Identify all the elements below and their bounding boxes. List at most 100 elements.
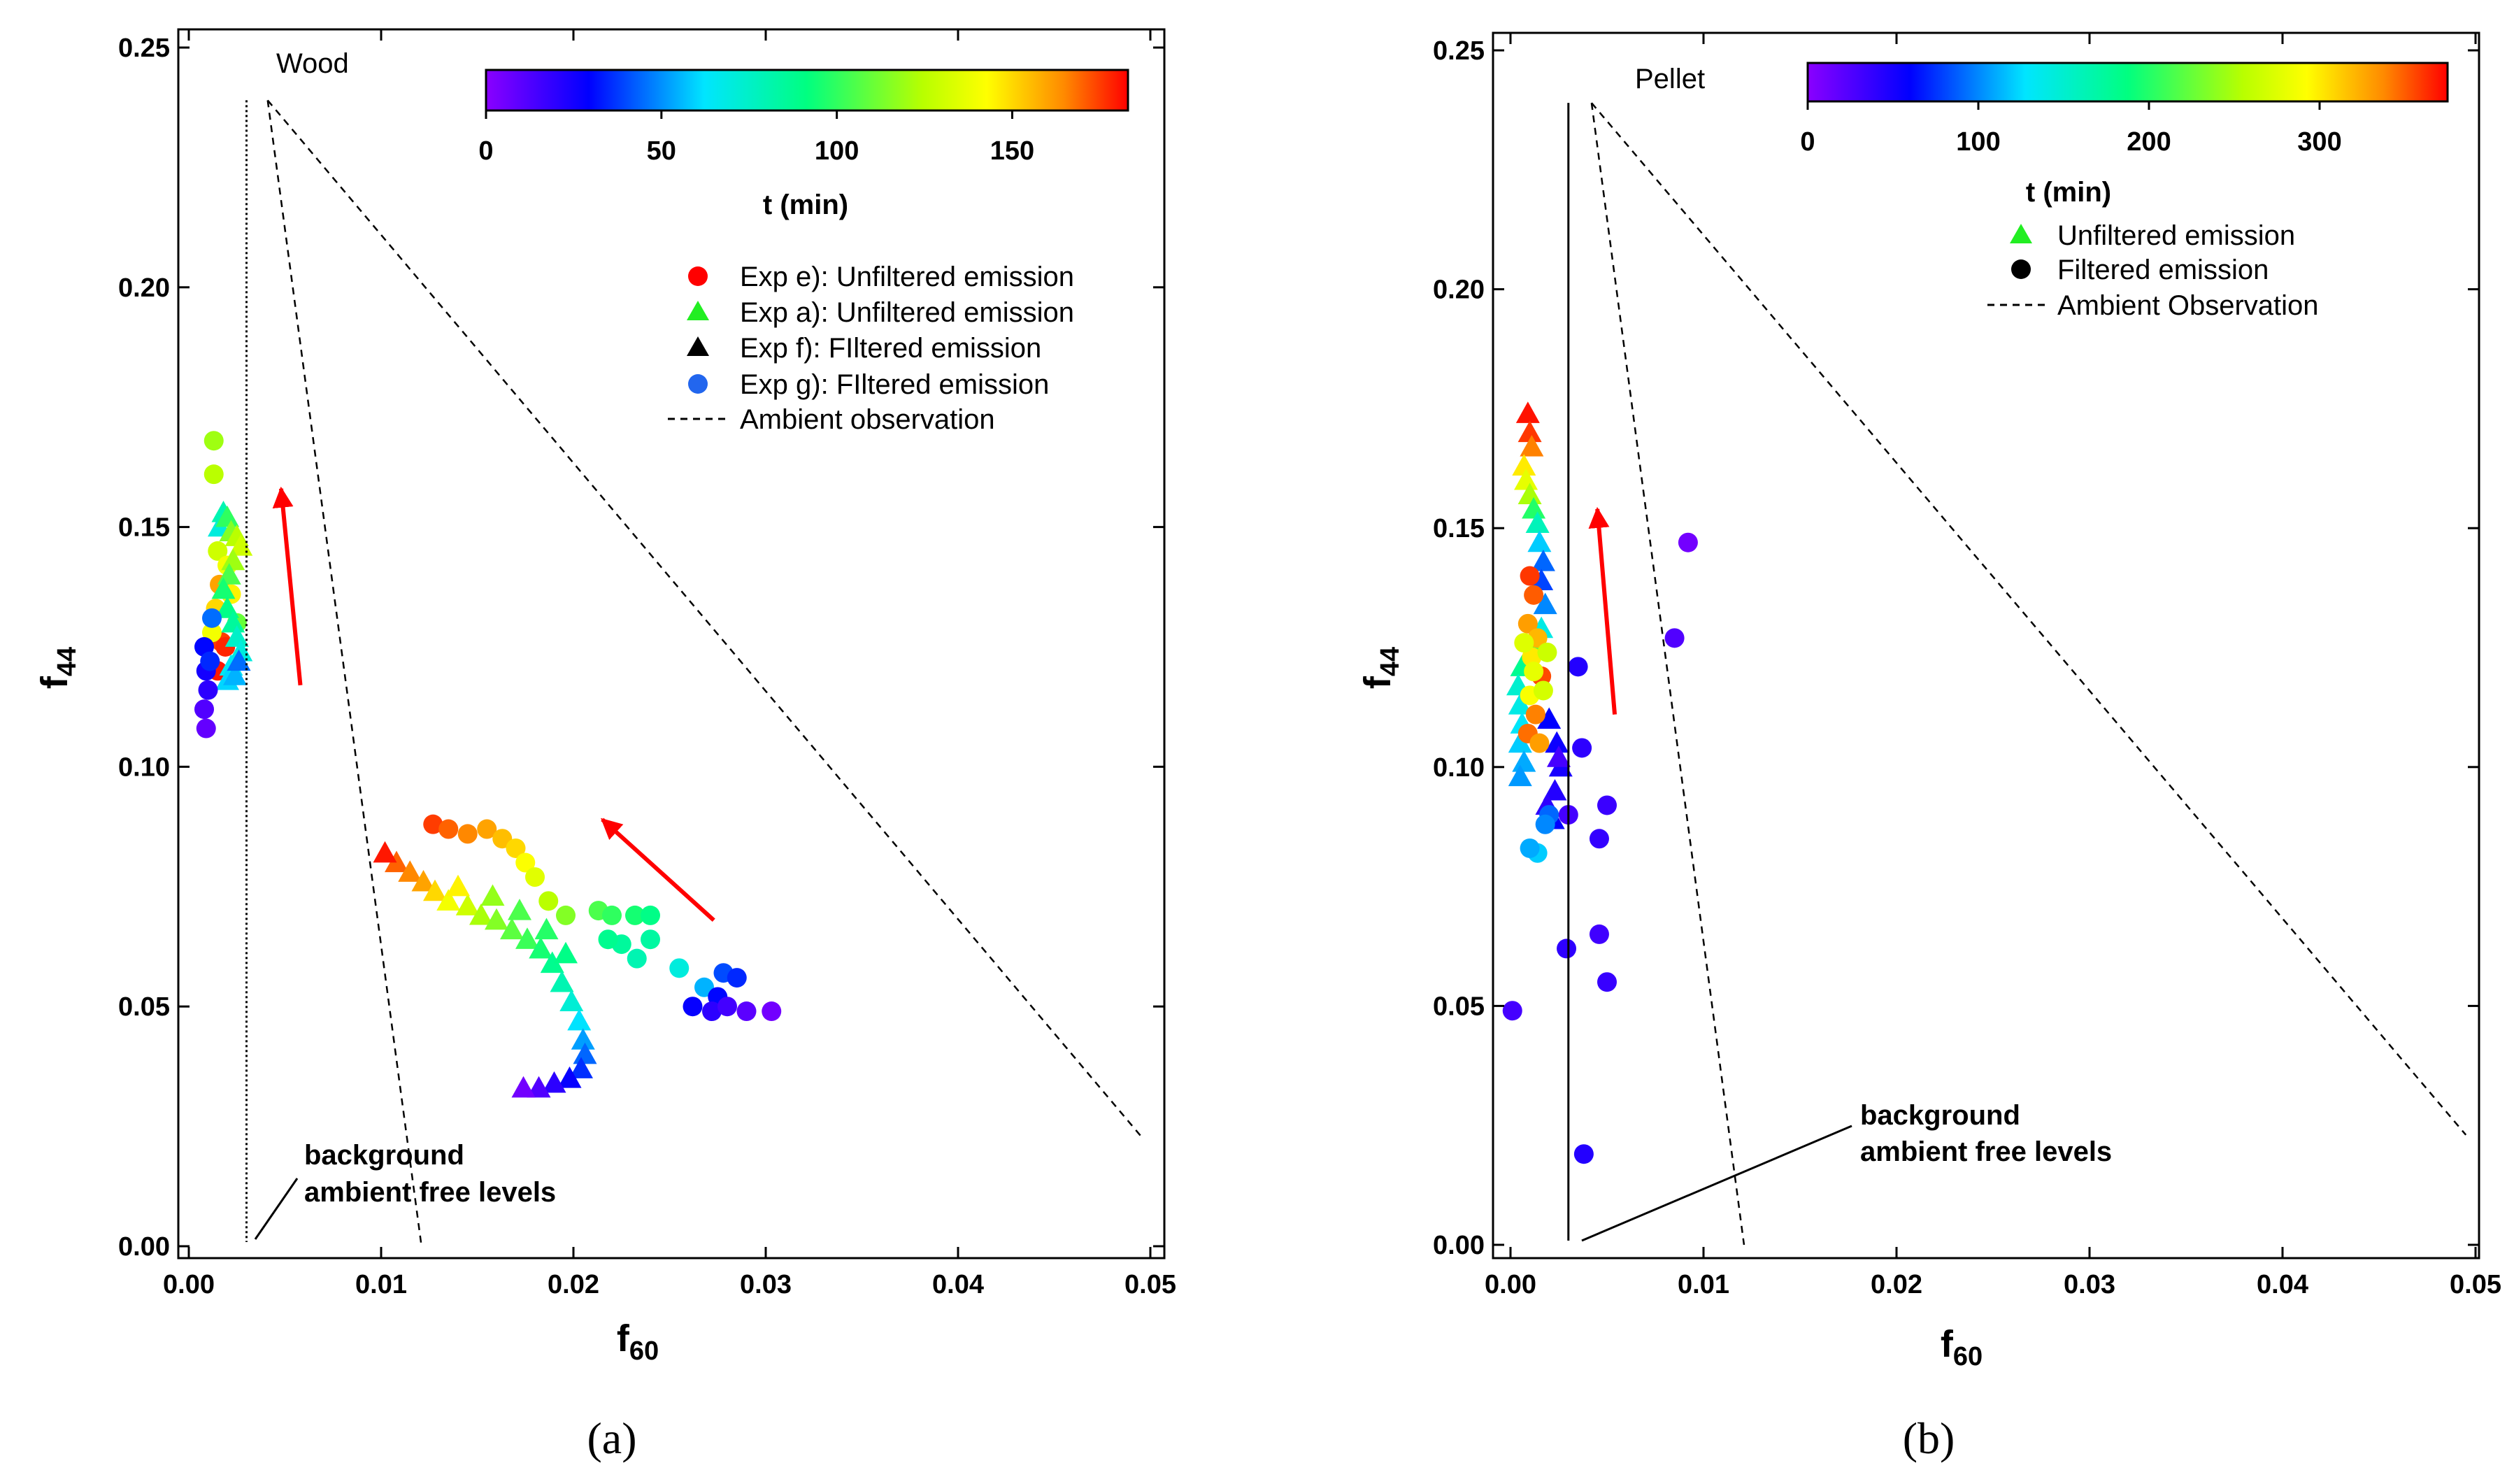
legend-a-label-exp-g: Exp g): FIltered emission [740,369,1049,400]
panel-a-point-triangle [527,1076,551,1098]
panel-b-point-circle [1589,924,1609,944]
panel-a-y-tick-label: 0.20 [118,273,170,303]
panel-a-point-triangle [559,990,584,1011]
panel-b-ambient-line [1590,102,1745,1246]
panel-a-point-triangle [542,1071,566,1093]
panel-a-tag: (a) [587,1413,636,1463]
panel-a-y-label-sub: 44 [52,647,82,676]
panel-a-point-triangle [500,918,524,940]
panel-a-point-circle [196,718,216,739]
panel-a-point-triangle [534,918,559,940]
panel-b-point-triangle [1527,530,1552,552]
panel-a-point-circle [727,968,747,988]
panel-a-point-triangle [211,577,236,599]
panel-a-ambient-line [266,100,422,1247]
panel-a-trend-arrow [601,818,715,922]
panel-b-point-circle [1557,939,1577,959]
panel-a-reference-lines [245,99,1142,1247]
panel-a-point-triangle [469,903,493,925]
panel-b-colorbar-tick-label: 200 [2127,127,2171,157]
panel-b-point-triangle [1547,745,1571,767]
panel-a-annotation-line1: background [304,1140,464,1171]
panel-a-y-tick-label: 0.25 [118,34,170,63]
panel-b-point-triangle [1512,454,1536,476]
panel-a-point-triangle [554,941,578,964]
panel-a-colorbar-gradient [485,69,1129,112]
panel-a-trend-arrow [272,486,303,686]
legend-b-label-filtered: Filtered emission [2057,255,2269,285]
panel-b-point-circle [1524,662,1544,682]
panel-b-reference-lines [1567,102,2467,1246]
panel-b-point-triangle [1525,511,1550,533]
panel-b-point-circle [1535,814,1555,834]
panel-a-point-circle [598,929,618,950]
panel-a-point-triangle [455,894,480,915]
panel-a-point-triangle [485,908,508,930]
legend-a-marker-exp-f [687,336,709,356]
panel-a-x-axis-label: f60 [617,1318,659,1366]
panel-b-y-label-main: f [1357,676,1399,689]
panel-a-point-circle [602,905,622,925]
panel-b-colorbar-tick-label: 100 [1956,127,2000,157]
panel-a-point-triangle [224,625,249,647]
panel-b-tag: (b) [1903,1413,1955,1463]
panel-b-axes: 0.00 0.01 0.02 0.03 0.04 0.05 0.00 0.05 0.10 0.15… [1433,33,2501,1299]
panel-a-colorbar: 0 50 100 150 t (min) [478,69,1129,220]
panel-a-point-circle [625,905,645,925]
panel-b-point-triangle [1533,592,1557,615]
panel-a-point-circle [515,852,536,873]
panel-b-annotation-leader [1581,1125,1852,1242]
panel-b-point-triangle [1529,569,1554,590]
panel-b-annotation: background ambient free levels [1581,1100,2112,1242]
panel-b-title: Pellet [1635,64,1705,94]
panel-b: 0.00 0.01 0.02 0.03 0.04 0.05 0.00 0.05 0.10 0.15… [1357,31,2501,1463]
panel-a-point-circle [556,905,576,925]
panel-a-colorbar-tick-label: 0 [478,136,493,166]
panel-b-x-axis-label: f60 [1941,1323,1983,1371]
panel-a-x-label-sub: 60 [629,1336,659,1366]
panel-a-y-tick-label: 0.00 [118,1232,170,1262]
panel-b-point-circle [1524,585,1544,605]
panel-b-point-triangle [1531,550,1555,571]
panel-b-point-circle [1664,628,1685,648]
panel-a-point-triangle [567,1008,592,1031]
legend-b-label-unfiltered: Unfiltered emission [2057,220,2295,251]
panel-b-point-triangle [1545,731,1569,753]
panel-a-y-tick-label: 0.10 [118,752,170,782]
panel-a-title: Wood [276,48,349,79]
panel-a-point-circle [194,699,214,720]
panel-b-point-circle [1597,972,1617,992]
panel-b-colorbar: 0 100 200 300 t (min) [1800,62,2449,208]
panel-a-point-triangle [569,1057,593,1078]
panel-a-point-circle [208,541,228,561]
panel-b-colorbar-tick-label: 0 [1800,127,1815,157]
panel-b-plot-frame [1492,31,2480,1260]
legend-a-label-exp-e: Exp e): Unfiltered emission [740,262,1074,292]
panel-a-point-circle [736,1001,757,1022]
panel-a-point-circle [200,651,220,671]
panel-b-annotation-line1: background [1860,1100,2020,1131]
panel-a: 0.00 0.01 0.02 0.03 0.04 0.05 0.00 0.05 0.10 0.15… [34,28,1176,1463]
legend-b-marker-filtered [2011,259,2031,279]
panel-a-x-label-main: f [617,1318,630,1360]
panel-b-x-label-main: f [1941,1323,1954,1365]
panel-a-point-circle [627,948,647,969]
panel-a-point-triangle [411,869,436,892]
panel-b-point-circle [1514,633,1534,653]
panel-b-colorbar-gradient [1806,62,2449,103]
panel-a-y-label-main: f [34,676,76,689]
panel-a-point-triangle [373,841,397,863]
panel-a-point-circle [203,464,224,485]
panel-b-point-circle [1529,733,1550,753]
panel-a-point-triangle [229,534,253,556]
panel-a-point-triangle [221,611,245,633]
panel-b-y-tick-label: 0.05 [1433,992,1485,1021]
panel-a-point-circle [202,622,222,643]
legend-b-label-ambient: Ambient Observation [2057,290,2319,321]
panel-b-point-triangle [1520,435,1544,457]
panel-a-point-circle [438,819,459,839]
panel-b-y-label-sub: 44 [1376,647,1405,676]
panel-a-point-triangle [223,664,247,685]
panel-b-y-tick-label: 0.20 [1433,276,1485,305]
